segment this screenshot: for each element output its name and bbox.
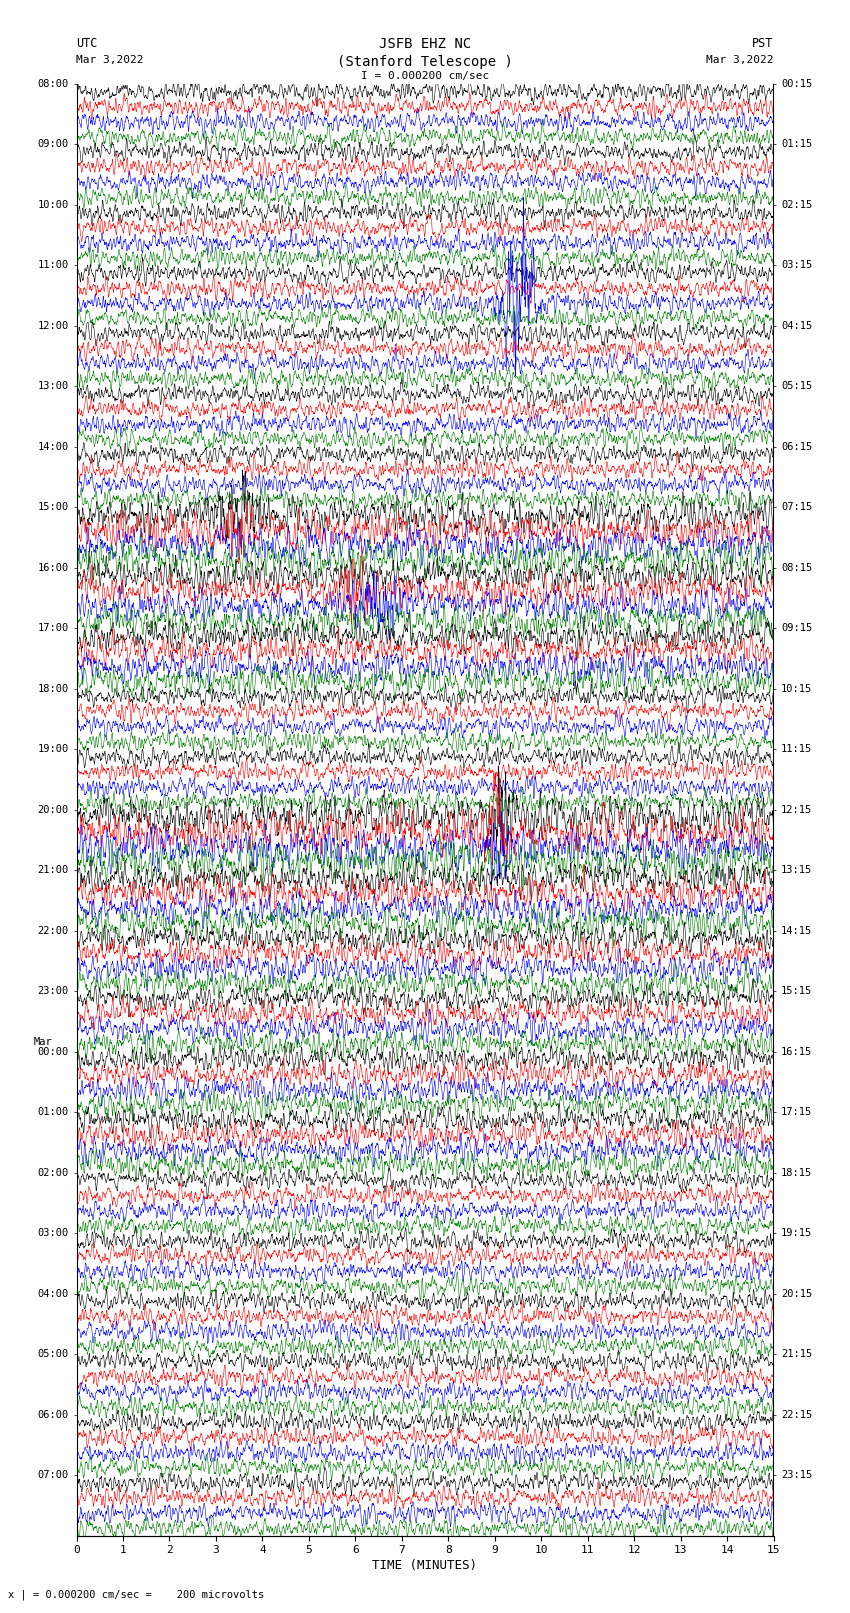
Text: I = 0.000200 cm/sec: I = 0.000200 cm/sec	[361, 71, 489, 81]
Text: x | = 0.000200 cm/sec =    200 microvolts: x | = 0.000200 cm/sec = 200 microvolts	[8, 1589, 264, 1600]
Text: JSFB EHZ NC: JSFB EHZ NC	[379, 37, 471, 52]
Text: Mar 3,2022: Mar 3,2022	[76, 55, 144, 65]
Text: UTC: UTC	[76, 37, 98, 50]
Text: PST: PST	[752, 37, 774, 50]
X-axis label: TIME (MINUTES): TIME (MINUTES)	[372, 1560, 478, 1573]
Text: (Stanford Telescope ): (Stanford Telescope )	[337, 55, 513, 69]
Text: Mar 3,2022: Mar 3,2022	[706, 55, 774, 65]
Text: Mar: Mar	[33, 1037, 52, 1047]
